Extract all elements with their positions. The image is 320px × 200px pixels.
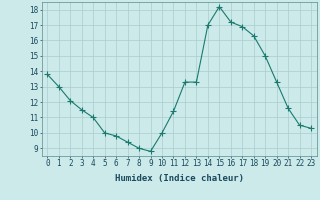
X-axis label: Humidex (Indice chaleur): Humidex (Indice chaleur) — [115, 174, 244, 183]
